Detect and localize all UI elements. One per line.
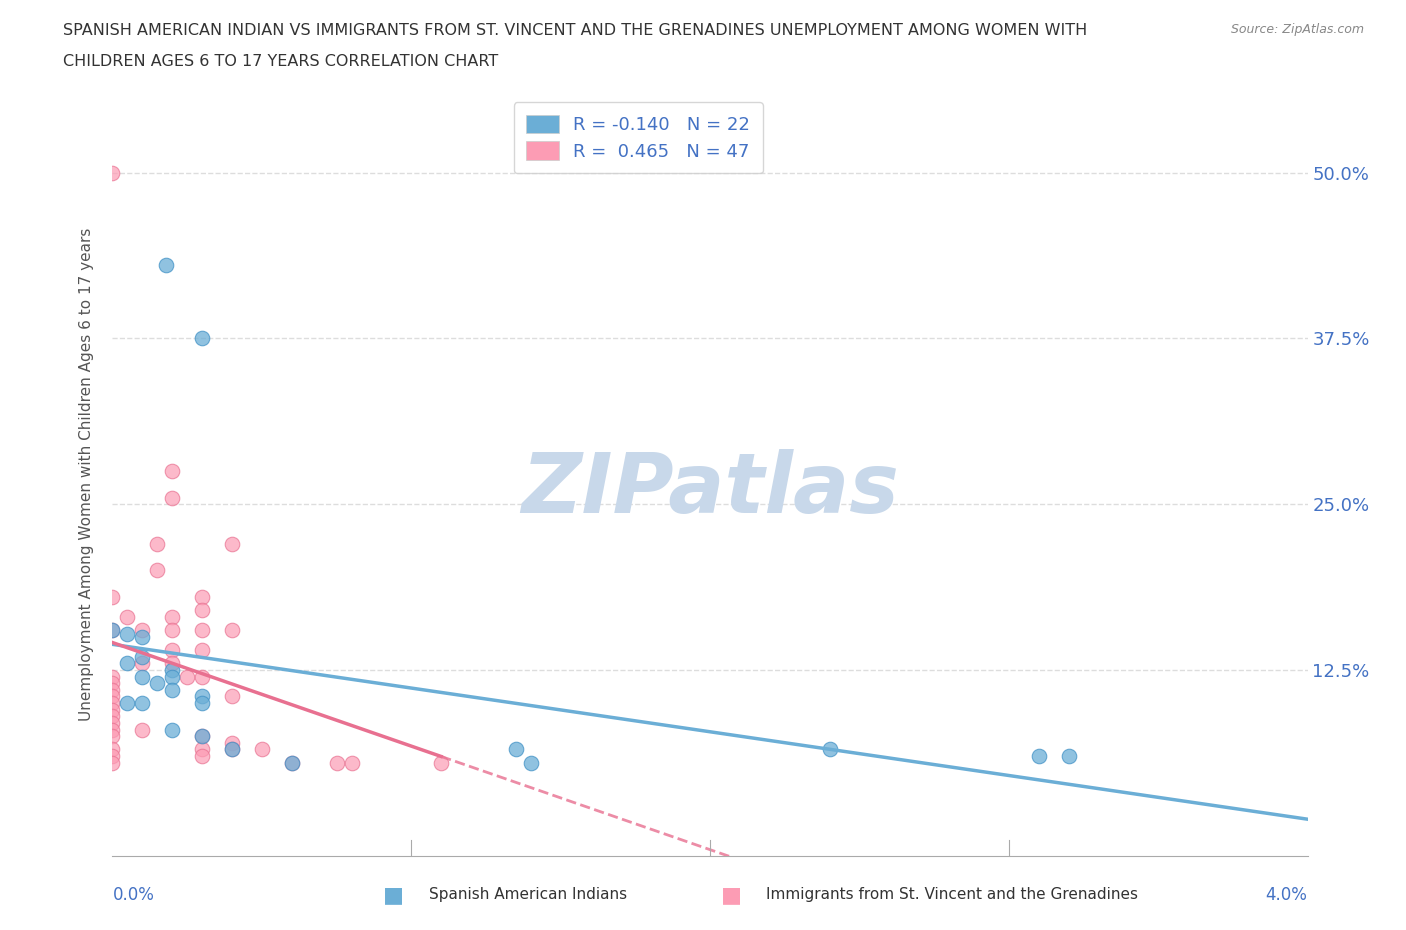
Point xyxy=(131,623,153,638)
Point xyxy=(191,590,214,604)
Point xyxy=(191,331,214,346)
Point xyxy=(221,736,243,751)
Point xyxy=(131,656,153,671)
Point xyxy=(162,463,183,478)
Point xyxy=(101,715,124,730)
Point xyxy=(101,166,124,180)
Text: ■: ■ xyxy=(721,884,741,905)
Point xyxy=(101,702,124,717)
Point xyxy=(191,696,214,711)
Point xyxy=(162,669,183,684)
Legend: R = -0.140   N = 22, R =  0.465   N = 47: R = -0.140 N = 22, R = 0.465 N = 47 xyxy=(513,102,763,173)
Point xyxy=(191,749,214,764)
Text: CHILDREN AGES 6 TO 17 YEARS CORRELATION CHART: CHILDREN AGES 6 TO 17 YEARS CORRELATION … xyxy=(63,54,499,69)
Point xyxy=(162,662,183,677)
Point xyxy=(101,689,124,704)
Point xyxy=(430,755,453,770)
Point xyxy=(191,623,214,638)
Point xyxy=(162,623,183,638)
Point xyxy=(250,742,273,757)
Point xyxy=(101,676,124,691)
Point xyxy=(1028,749,1050,764)
Point xyxy=(221,689,243,704)
Point xyxy=(818,742,841,757)
Text: SPANISH AMERICAN INDIAN VS IMMIGRANTS FROM ST. VINCENT AND THE GRENADINES UNEMPL: SPANISH AMERICAN INDIAN VS IMMIGRANTS FR… xyxy=(63,23,1087,38)
Point xyxy=(520,755,543,770)
Point xyxy=(131,630,153,644)
Point xyxy=(131,669,153,684)
Point xyxy=(191,643,214,658)
Point xyxy=(162,683,183,698)
Y-axis label: Unemployment Among Women with Children Ages 6 to 17 years: Unemployment Among Women with Children A… xyxy=(79,228,94,721)
Point xyxy=(221,623,243,638)
Text: 0.0%: 0.0% xyxy=(112,886,155,904)
Point xyxy=(101,669,124,684)
Point xyxy=(221,742,243,757)
Point xyxy=(101,749,124,764)
Point xyxy=(162,656,183,671)
Point xyxy=(101,683,124,698)
Text: Source: ZipAtlas.com: Source: ZipAtlas.com xyxy=(1230,23,1364,36)
Point xyxy=(505,742,527,757)
Point xyxy=(117,609,139,624)
Point xyxy=(176,669,198,684)
Text: 4.0%: 4.0% xyxy=(1265,886,1308,904)
Point xyxy=(191,669,214,684)
Point xyxy=(117,627,139,642)
Point xyxy=(1057,749,1080,764)
Point xyxy=(191,742,214,757)
Point xyxy=(191,729,214,744)
Text: ZIPatlas: ZIPatlas xyxy=(522,449,898,530)
Point xyxy=(101,742,124,757)
Point xyxy=(281,755,304,770)
Point xyxy=(191,603,214,618)
Point xyxy=(101,696,124,711)
Point xyxy=(162,609,183,624)
Point xyxy=(101,590,124,604)
Point xyxy=(281,755,304,770)
Point xyxy=(101,755,124,770)
Point xyxy=(162,723,183,737)
Point xyxy=(146,537,169,551)
Point xyxy=(146,676,169,691)
Point xyxy=(325,755,347,770)
Point xyxy=(146,563,169,578)
Point xyxy=(101,623,124,638)
Point xyxy=(131,696,153,711)
Point xyxy=(131,723,153,737)
Point xyxy=(162,643,183,658)
Text: ■: ■ xyxy=(384,884,404,905)
Point xyxy=(191,729,214,744)
Point xyxy=(101,623,124,638)
Point xyxy=(117,656,139,671)
Point xyxy=(221,537,243,551)
Text: Spanish American Indians: Spanish American Indians xyxy=(429,887,627,902)
Point xyxy=(101,729,124,744)
Point xyxy=(131,649,153,664)
Point xyxy=(101,723,124,737)
Point xyxy=(117,696,139,711)
Point xyxy=(221,742,243,757)
Point xyxy=(162,490,183,505)
Text: Immigrants from St. Vincent and the Grenadines: Immigrants from St. Vincent and the Gren… xyxy=(766,887,1139,902)
Point xyxy=(340,755,363,770)
Point xyxy=(191,689,214,704)
Point xyxy=(155,258,177,272)
Point xyxy=(101,709,124,724)
